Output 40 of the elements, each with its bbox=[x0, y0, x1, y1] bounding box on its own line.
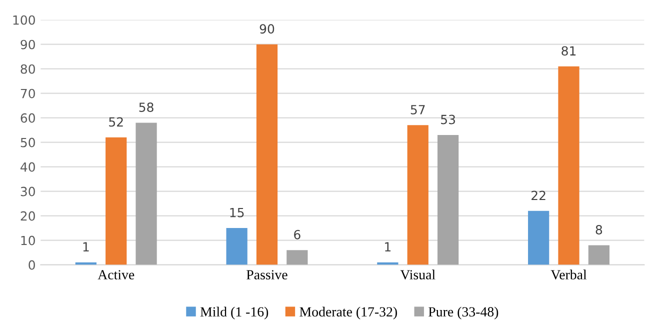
data-label: 15 bbox=[230, 208, 244, 218]
legend-label: Pure (33-48) bbox=[428, 306, 498, 320]
data-label: 6 bbox=[294, 230, 300, 240]
x-tick-label: Verbal bbox=[550, 270, 587, 280]
data-label: 52 bbox=[109, 117, 123, 127]
x-tick-label: Visual bbox=[400, 270, 436, 280]
y-tick-label: 10 bbox=[21, 236, 35, 246]
y-tick-label: 100 bbox=[13, 15, 35, 25]
bar bbox=[588, 245, 610, 265]
data-label: 53 bbox=[441, 114, 455, 124]
y-tick-label: 80 bbox=[20, 64, 35, 74]
bar bbox=[136, 122, 157, 265]
x-tick-label: Active bbox=[98, 270, 134, 280]
y-tick-label: 90 bbox=[20, 40, 35, 50]
bar bbox=[256, 44, 278, 265]
bar bbox=[286, 250, 308, 265]
data-label: 8 bbox=[596, 224, 602, 234]
data-label: 58 bbox=[139, 102, 154, 112]
y-tick-label: 50 bbox=[20, 138, 35, 148]
y-tick-label: 20 bbox=[20, 211, 35, 221]
bar bbox=[558, 66, 580, 265]
y-tick-label: 30 bbox=[20, 186, 35, 196]
y-tick-label: 70 bbox=[20, 88, 35, 98]
data-label: 1 bbox=[385, 242, 391, 252]
legend-label: Mild (1 -16) bbox=[200, 306, 268, 320]
y-tick-label: 0 bbox=[28, 260, 35, 270]
data-label: 1 bbox=[83, 242, 89, 252]
data-label: 81 bbox=[562, 46, 576, 56]
legend-label: Moderate (17-32) bbox=[300, 306, 397, 320]
bar bbox=[407, 125, 428, 265]
y-tick-label: 40 bbox=[20, 162, 35, 172]
x-tick-label: Passive bbox=[246, 270, 288, 280]
data-label: 57 bbox=[410, 105, 425, 114]
data-label: 90 bbox=[260, 24, 274, 34]
bar bbox=[528, 210, 550, 265]
y-tick-label: 60 bbox=[20, 113, 35, 123]
bar bbox=[106, 137, 127, 265]
bar bbox=[437, 134, 459, 265]
data-label: 22 bbox=[532, 190, 546, 200]
bar bbox=[226, 228, 248, 265]
